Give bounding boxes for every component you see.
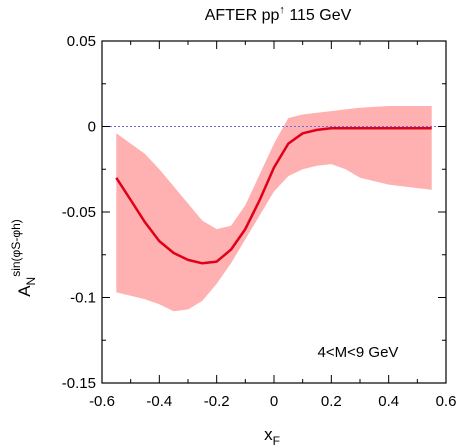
title-energy: 115 GeV [285,7,352,24]
x-tick-label: 0 [270,393,278,410]
x-tick-label: 0.2 [321,393,342,410]
x-axis-label-main: x [264,425,273,444]
plot-area: -0.6 -0.4 -0.2 0 0.2 0.4 0.6 -0.15 -0.1 -0.05 0 0.0… [62,33,457,410]
uncertainty-band [116,106,432,312]
y-tick-label: -0.15 [62,375,96,392]
x-axis-label-sub: F [273,434,280,448]
y-axis-label-sub: N [24,277,38,286]
x-tick-label: -0.4 [146,393,172,410]
x-axis-label: xF [264,425,280,448]
y-axis-label: ANsin(φS-φh) [9,219,38,297]
y-axis-label-sup: sin(φS-φh) [9,219,23,277]
y-axis-label-main: A [15,285,34,297]
y-tick-label: -0.1 [70,290,96,307]
y-tick-label: 0.05 [67,33,96,50]
chart-title: AFTER pp↑ 115 GeV [205,4,352,24]
x-tick-label: 0.6 [436,393,457,410]
mass-range-annotation: 4<M<9 GeV [318,344,399,361]
title-arrow: ↑ [279,4,285,16]
y-tick-label: 0 [88,119,96,136]
asymmetry-curve [115,126,432,265]
x-tick-label: -0.6 [89,393,115,410]
x-tick-label: 0.4 [378,393,399,410]
x-tick-label: -0.2 [204,393,230,410]
y-tick-label: -0.05 [62,204,96,221]
title-main: AFTER pp [205,7,280,24]
